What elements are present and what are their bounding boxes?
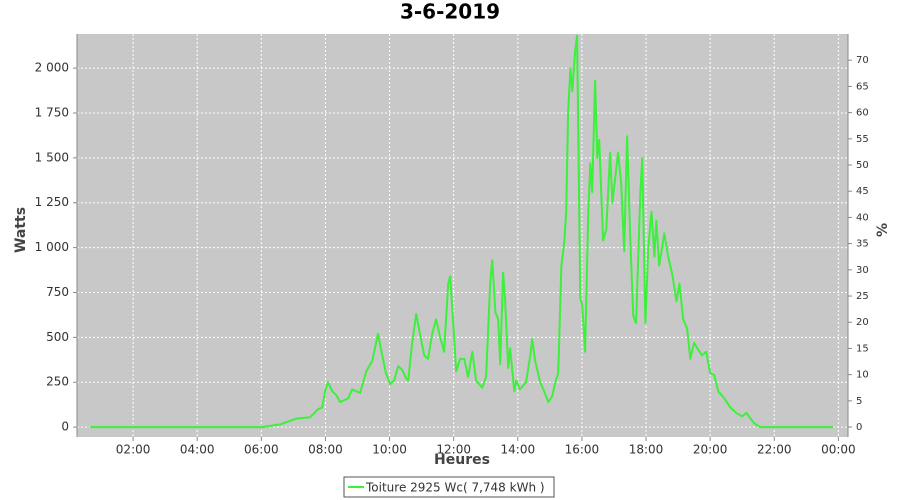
y-tick-label: 2 000 bbox=[35, 61, 69, 75]
y2-tick-label: 45 bbox=[856, 186, 869, 197]
legend-label: Toiture 2925 Wc( 7,748 kWh ) bbox=[365, 481, 545, 495]
x-tick-label: 08:00 bbox=[308, 443, 343, 457]
x-tick-label: 00:00 bbox=[821, 443, 856, 457]
y2-tick-label: 25 bbox=[856, 291, 869, 302]
x-tick-label: 22:00 bbox=[757, 443, 792, 457]
x-tick-label: 16:00 bbox=[565, 443, 600, 457]
x-tick-label: 14:00 bbox=[501, 443, 536, 457]
series-line bbox=[90, 34, 834, 429]
x-axis-title: Heures bbox=[434, 452, 490, 468]
x-tick-label: 12:00 bbox=[436, 443, 471, 457]
y2-axis-title: % bbox=[875, 223, 891, 237]
y2-tick-label: 10 bbox=[856, 370, 869, 381]
plot-area bbox=[77, 34, 848, 437]
x-tick-label: 20:00 bbox=[693, 443, 728, 457]
x-tick-label: 18:00 bbox=[629, 443, 664, 457]
x-tick-label: 10:00 bbox=[372, 443, 407, 457]
y-tick-label: 1 500 bbox=[35, 150, 69, 164]
y2-tick-label: 50 bbox=[856, 160, 869, 171]
legend bbox=[343, 476, 555, 498]
y2-tick-label: 5 bbox=[856, 396, 862, 407]
y2-tick-label: 0 bbox=[856, 422, 862, 433]
y-tick-label: 1 250 bbox=[35, 195, 69, 209]
y-tick-label: 500 bbox=[46, 330, 69, 344]
y-tick-label: 0 bbox=[61, 420, 69, 434]
y2-tick-label: 65 bbox=[856, 81, 869, 92]
y2-tick-label: 60 bbox=[856, 108, 869, 119]
y-tick-label: 250 bbox=[46, 375, 69, 389]
y-axis-title: Watts bbox=[13, 207, 29, 253]
y2-tick-label: 20 bbox=[856, 317, 869, 328]
y2-tick-label: 70 bbox=[856, 55, 869, 66]
x-tick-label: 06:00 bbox=[244, 443, 279, 457]
y-tick-label: 750 bbox=[46, 285, 69, 299]
x-tick-label: 02:00 bbox=[116, 443, 151, 457]
y-tick-label: 1 000 bbox=[35, 240, 69, 254]
y2-tick-label: 30 bbox=[856, 265, 869, 276]
y2-tick-label: 35 bbox=[856, 239, 869, 250]
x-tick-label: 04:00 bbox=[180, 443, 215, 457]
y-tick-label: 1 750 bbox=[35, 105, 69, 119]
chart-title: 3-6-2019 bbox=[400, 0, 500, 24]
y2-tick-label: 55 bbox=[856, 134, 869, 145]
y2-tick-label: 40 bbox=[856, 212, 869, 223]
y2-tick-label: 15 bbox=[856, 343, 869, 354]
